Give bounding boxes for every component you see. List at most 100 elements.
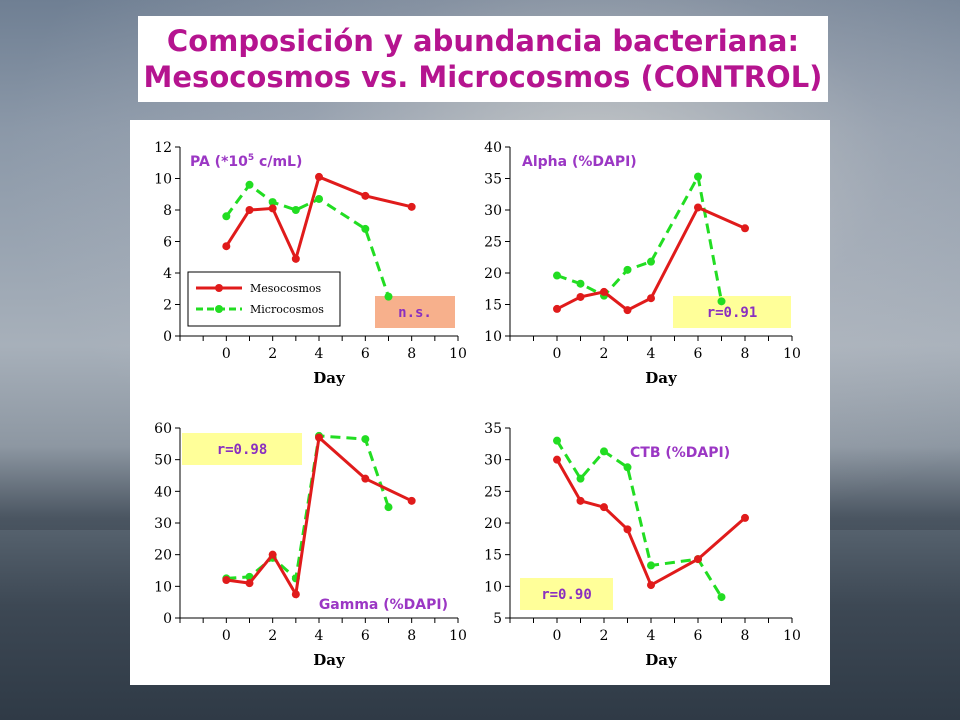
x-tick-label: 2: [268, 628, 277, 644]
x-tick-label: 4: [647, 346, 656, 362]
x-tick-label: 6: [694, 628, 703, 644]
data-point-mesocosmos: [407, 496, 416, 505]
data-point-mesocosmos: [245, 579, 254, 588]
data-point-mesocosmos: [222, 242, 231, 251]
data-point-microcosmos: [600, 447, 608, 456]
y-tick-label: 12: [154, 140, 172, 156]
y-tick-label: 15: [484, 298, 502, 314]
y-tick-label: 25: [484, 235, 502, 251]
y-tick-label: 30: [484, 453, 502, 469]
chart-title: Gamma (%DAPI): [319, 597, 448, 613]
data-point-microcosmos: [553, 271, 561, 280]
data-point-mesocosmos: [600, 503, 608, 512]
x-tick-label: 0: [553, 628, 562, 644]
data-point-mesocosmos: [623, 306, 632, 315]
x-tick-label: 2: [600, 346, 609, 362]
data-point-microcosmos: [268, 198, 277, 207]
x-axis-label: Day: [645, 651, 678, 669]
x-tick-label: 6: [361, 346, 370, 362]
charts-svg: 0 2 4 6 8 10 12 0 2 4 6 8 10 Day n.s. PA (*105 c/mL) Mes…: [154, 140, 801, 669]
data-point-microcosmos: [361, 224, 370, 233]
x-tick-label: 6: [361, 628, 370, 644]
data-point-microcosmos: [717, 593, 726, 602]
stat-label: r=0.91: [707, 305, 758, 321]
stat-box: [520, 578, 613, 610]
data-point-mesocosmos: [741, 513, 749, 522]
x-tick-label: 8: [407, 346, 416, 362]
chart-title: PA (*105 c/mL): [190, 153, 302, 170]
stat-label: n.s.: [398, 305, 432, 321]
x-axis-label: Day: [313, 651, 346, 669]
y-tick-label: 10: [154, 579, 172, 595]
data-point-mesocosmos: [576, 496, 585, 505]
stat-box: [375, 296, 455, 328]
legend-label-microcosmos: Microcosmos: [250, 303, 324, 316]
data-point-mesocosmos: [694, 555, 702, 564]
title-box: Composición y abundancia bacteriana: Mes…: [138, 16, 828, 102]
x-tick-label: 0: [222, 346, 231, 362]
data-point-microcosmos: [553, 436, 561, 445]
data-point-microcosmos: [245, 180, 254, 189]
x-tick-label: 10: [783, 628, 801, 644]
data-point-microcosmos: [576, 474, 585, 483]
data-point-microcosmos: [694, 172, 702, 181]
y-tick-label: 0: [163, 329, 172, 345]
y-tick-label: 25: [484, 484, 502, 500]
title-line-2: Mesocosmos vs. Microcosmos (CONTROL): [143, 60, 823, 94]
data-point-microcosmos: [576, 279, 585, 288]
y-tick-label: 8: [163, 203, 172, 219]
data-point-mesocosmos: [576, 292, 585, 301]
y-tick-label: 60: [154, 421, 172, 437]
series-line-mesocosmos: [225, 174, 413, 264]
series-line-microcosmos: [555, 439, 723, 598]
data-point-mesocosmos: [291, 254, 300, 263]
stat-box: [673, 296, 791, 328]
chart-title: CTB (%DAPI): [630, 445, 730, 461]
data-point-microcosmos: [623, 463, 632, 472]
data-point-mesocosmos: [268, 550, 277, 559]
x-tick-label: 4: [315, 628, 324, 644]
data-point-mesocosmos: [222, 576, 231, 584]
data-point-mesocosmos: [694, 203, 702, 212]
y-tick-label: 30: [484, 203, 502, 219]
x-tick-label: 0: [222, 628, 231, 644]
data-point-microcosmos: [647, 561, 655, 570]
y-tick-label: 40: [154, 484, 172, 500]
chart-title-end: c/mL): [254, 154, 302, 170]
x-tick-label: 10: [449, 346, 467, 362]
legend-label-mesocosmos: Mesocosmos: [250, 282, 322, 295]
data-point-mesocosmos: [291, 590, 300, 599]
y-tick-label: 4: [163, 266, 172, 282]
y-tick-label: 15: [484, 548, 502, 564]
data-point-mesocosmos: [647, 581, 655, 590]
data-point-mesocosmos: [553, 455, 561, 464]
x-tick-label: 0: [553, 346, 562, 362]
chart-4: 5 10 15 20 25 30 35 0 2 4 6 8 10 Day r=0.90 CTB (%DAPI): [484, 421, 801, 669]
data-point-microcosmos: [361, 435, 370, 444]
stat-label: r=0.98: [217, 442, 268, 458]
chart-title: Alpha (%DAPI): [522, 154, 637, 170]
x-tick-label: 4: [315, 346, 324, 362]
y-tick-label: 50: [154, 453, 172, 469]
data-point-microcosmos: [384, 503, 393, 512]
data-point-mesocosmos: [315, 172, 323, 181]
y-tick-label: 40: [484, 140, 502, 156]
data-point-microcosmos: [647, 257, 655, 266]
data-point-mesocosmos: [315, 433, 323, 442]
y-tick-label: 35: [484, 172, 502, 188]
data-point-microcosmos: [222, 212, 231, 221]
x-tick-label: 10: [449, 628, 467, 644]
chart-panel: 0 2 4 6 8 10 12 0 2 4 6 8 10 Day n.s. PA (*105 c/mL) Mes…: [130, 120, 830, 685]
y-tick-label: 10: [484, 329, 502, 345]
x-tick-label: 2: [268, 346, 277, 362]
chart-3: 0 10 20 30 40 50 60 0 2 4 6 8 10 Day r=0.98 Gamma (%DAP…: [154, 421, 467, 669]
y-tick-label: 20: [484, 516, 502, 532]
y-tick-label: 10: [484, 579, 502, 595]
x-tick-label: 8: [741, 346, 750, 362]
chart-1: 0 2 4 6 8 10 12 0 2 4 6 8 10 Day n.s. PA (*105 c/mL) Mes…: [154, 140, 467, 387]
x-tick-label: 10: [783, 346, 801, 362]
y-tick-label: 0: [163, 611, 172, 627]
data-point-microcosmos: [384, 292, 393, 301]
y-tick-label: 10: [154, 172, 172, 188]
y-tick-label: 20: [154, 548, 172, 564]
